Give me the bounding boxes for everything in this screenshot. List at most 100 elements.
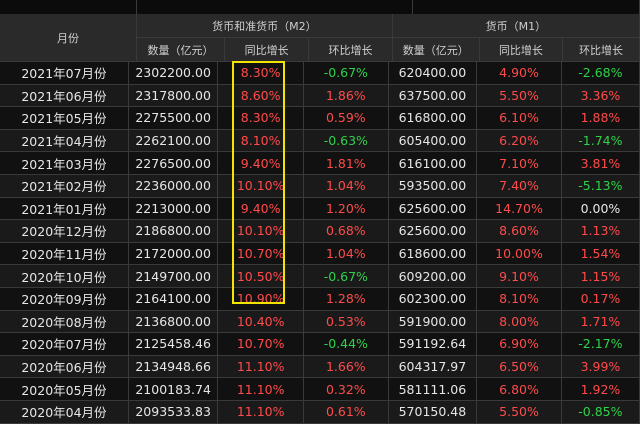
- month-cell: 2020年11月份: [0, 242, 129, 266]
- m1-yoy-cell: 5.50%: [477, 84, 562, 108]
- m1-group-header: 货币（M1）: [392, 14, 640, 38]
- m2-yoy-cell: 8.30%: [218, 62, 304, 85]
- column-header-row: 数量（亿元） 同比增长 环比增长 数量（亿元） 同比增长 环比增长: [137, 38, 640, 62]
- m1-amount-cell: 618600.00: [388, 242, 478, 266]
- m2-yoy-cell: 10.70%: [218, 333, 304, 356]
- m1-mom-cell: 1.54%: [561, 242, 640, 266]
- m1-amount-cell: 625600.00: [388, 220, 478, 243]
- month-cell: 2021年02月份: [0, 175, 129, 198]
- m2-yoy-cell: 9.40%: [218, 152, 304, 175]
- m2-amount-cell: 2136800.00: [128, 310, 219, 334]
- table-row[interactable]: 2020年05月份 2100183.74 11.10% 0.32% 581111.06 6…: [0, 378, 640, 401]
- month-cell: 2020年04月份: [0, 401, 129, 424]
- table-row[interactable]: 2021年07月份 2302200.00 8.30% -0.67% 620400.00 4…: [0, 62, 640, 85]
- m2-yoy-cell: 8.60%: [218, 84, 304, 108]
- m2-amount-cell: 2276500.00: [128, 152, 219, 175]
- table-row[interactable]: 2021年03月份 2276500.00 9.40% 1.81% 616100.00 7.…: [0, 152, 640, 175]
- m1-amount-cell: 593500.00: [388, 175, 478, 198]
- m2-yoy-cell: 9.40%: [218, 197, 304, 221]
- m2-mom-cell: 0.32%: [303, 378, 389, 401]
- m1-amount-cell: 620400.00: [388, 62, 478, 85]
- table-row[interactable]: 2020年07月份 2125458.46 10.70% -0.44% 591192.64…: [0, 333, 640, 356]
- month-cell: 2021年01月份: [0, 197, 129, 221]
- m1-mom-cell: 1.92%: [561, 378, 640, 401]
- month-cell: 2021年03月份: [0, 152, 129, 175]
- m1-mom-cell: -5.13%: [561, 175, 640, 198]
- m2-yoy-cell: 10.90%: [218, 288, 304, 311]
- table-row[interactable]: 2021年02月份 2236000.00 10.10% 1.04% 593500.00 7…: [0, 175, 640, 198]
- table-row[interactable]: 2020年08月份 2136800.00 10.40% 0.53% 591900.00 8…: [0, 310, 640, 334]
- m1-mom-header[interactable]: 环比增长: [563, 38, 640, 62]
- m1-yoy-cell: 8.10%: [477, 288, 562, 311]
- m2-amount-cell: 2093533.83: [128, 401, 219, 424]
- m2-mom-header[interactable]: 环比增长: [309, 38, 393, 62]
- m1-mom-cell: 3.36%: [561, 84, 640, 108]
- m1-mom-cell: -0.85%: [561, 401, 640, 424]
- m2-mom-cell: 0.59%: [303, 107, 389, 130]
- table-row[interactable]: 2020年11月份 2172000.00 10.70% 1.04% 618600.00 1…: [0, 242, 640, 266]
- m1-amount-cell: 602300.00: [388, 288, 478, 311]
- table-row[interactable]: 2020年10月份 2149700.00 10.50% -0.67% 609200.00…: [0, 265, 640, 288]
- m1-yoy-cell: 6.10%: [477, 107, 562, 130]
- m2-mom-cell: 1.28%: [303, 288, 389, 311]
- m2-yoy-cell: 10.40%: [218, 310, 304, 334]
- m1-yoy-cell: 14.70%: [477, 197, 562, 221]
- m2-amount-cell: 2149700.00: [128, 265, 219, 288]
- month-header: 月份: [0, 14, 137, 62]
- table-row[interactable]: 2021年05月份 2275500.00 8.30% 0.59% 616800.00 6.…: [0, 107, 640, 130]
- m1-amount-cell: 616800.00: [388, 107, 478, 130]
- m2-amount-cell: 2275500.00: [128, 107, 219, 130]
- m2-amount-cell: 2213000.00: [128, 197, 219, 221]
- m2-mom-cell: 1.86%: [303, 84, 389, 108]
- m1-mom-cell: 0.17%: [561, 288, 640, 311]
- month-cell: 2021年04月份: [0, 129, 129, 153]
- m2-mom-cell: -0.67%: [303, 265, 389, 288]
- m1-yoy-header[interactable]: 同比增长: [479, 38, 564, 62]
- m1-mom-cell: 1.71%: [561, 310, 640, 334]
- m2-mom-cell: 0.61%: [303, 401, 389, 424]
- table-row[interactable]: 2021年06月份 2317800.00 8.60% 1.86% 637500.00 5.…: [0, 84, 640, 108]
- m2-amount-cell: 2186800.00: [128, 220, 219, 243]
- m2-yoy-cell: 11.10%: [218, 401, 304, 424]
- m2-mom-cell: -0.63%: [303, 129, 389, 153]
- m1-mom-cell: 3.99%: [561, 355, 640, 379]
- m2-yoy-cell: 10.70%: [218, 242, 304, 266]
- m2-amount-cell: 2125458.46: [128, 333, 219, 356]
- table-row[interactable]: 2021年04月份 2262100.00 8.10% -0.63% 605400.00 6…: [0, 129, 640, 153]
- m2-yoy-cell: 11.10%: [218, 355, 304, 379]
- m2-mom-cell: 1.66%: [303, 355, 389, 379]
- m1-amount-cell: 616100.00: [388, 152, 478, 175]
- month-cell: 2020年06月份: [0, 355, 129, 379]
- m1-amount-cell: 591192.64: [388, 333, 478, 356]
- m2-amount-header[interactable]: 数量（亿元）: [137, 38, 225, 62]
- m1-yoy-cell: 4.90%: [477, 62, 562, 85]
- m1-mom-cell: 0.00%: [561, 197, 640, 221]
- m2-mom-cell: 1.04%: [303, 175, 389, 198]
- m1-yoy-cell: 7.40%: [477, 175, 562, 198]
- m1-yoy-cell: 7.10%: [477, 152, 562, 175]
- m1-amount-cell: 625600.00: [388, 197, 478, 221]
- m1-mom-cell: -2.68%: [561, 62, 640, 85]
- m2-yoy-cell: 11.10%: [218, 378, 304, 401]
- m1-yoy-cell: 8.60%: [477, 220, 562, 243]
- m1-mom-cell: 1.13%: [561, 220, 640, 243]
- m1-amount-cell: 604317.97: [388, 355, 478, 379]
- table-row[interactable]: 2020年06月份 2134948.66 11.10% 1.66% 604317.97 6…: [0, 355, 640, 379]
- table-row[interactable]: 2020年09月份 2164100.00 10.90% 1.28% 602300.00 8…: [0, 288, 640, 311]
- m1-mom-cell: 3.81%: [561, 152, 640, 175]
- m1-yoy-cell: 6.90%: [477, 333, 562, 356]
- m2-yoy-cell: 8.30%: [218, 107, 304, 130]
- table-row[interactable]: 2021年01月份 2213000.00 9.40% 1.20% 625600.00 14…: [0, 197, 640, 221]
- m1-amount-header[interactable]: 数量（亿元）: [392, 38, 480, 62]
- table-row[interactable]: 2020年04月份 2093533.83 11.10% 0.61% 570150.48 5…: [0, 401, 640, 424]
- m2-yoy-cell: 10.10%: [218, 175, 304, 198]
- month-cell: 2020年12月份: [0, 220, 129, 243]
- m2-yoy-header[interactable]: 同比增长: [225, 38, 310, 62]
- m1-amount-cell: 637500.00: [388, 84, 478, 108]
- m1-amount-cell: 605400.00: [388, 129, 478, 153]
- m2-amount-cell: 2100183.74: [128, 378, 219, 401]
- m2-mom-cell: 1.20%: [303, 197, 389, 221]
- m2-yoy-cell: 10.50%: [218, 265, 304, 288]
- m2-amount-cell: 2317800.00: [128, 84, 219, 108]
- table-row[interactable]: 2020年12月份 2186800.00 10.10% 0.68% 625600.00 8…: [0, 220, 640, 243]
